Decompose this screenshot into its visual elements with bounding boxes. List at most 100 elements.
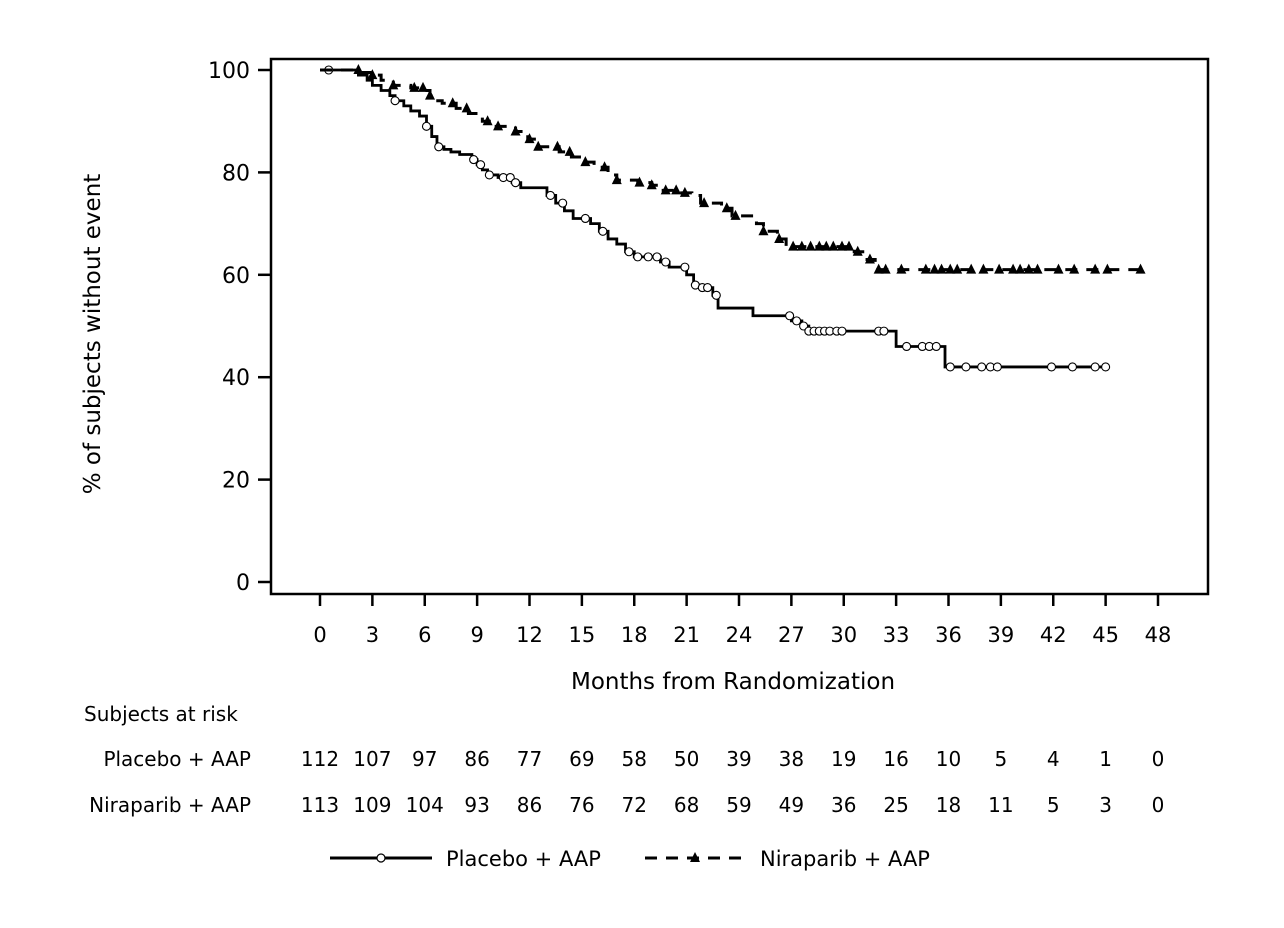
censor-marker-placebo [624,247,634,257]
x-tick-label-24: 24 [726,623,753,647]
x-tick-label-42: 42 [1040,623,1067,647]
plot-frame [269,57,1210,596]
censor-marker-niraparib [1053,263,1064,274]
x-tick-label-6: 6 [418,623,431,647]
y-tick-label-80: 80 [222,161,250,186]
at-risk-niraparib: 18 [936,793,961,817]
censor-marker-niraparib [929,263,940,274]
censor-marker-niraparib [1032,263,1043,274]
censor-marker-niraparib [461,102,472,113]
censor-marker-placebo [580,213,590,224]
risk-row-label-placebo: Placebo + AAP [103,747,251,771]
censor-marker-niraparib [852,245,863,256]
censor-marker-niraparib [564,145,575,156]
at-risk-niraparib: 59 [726,793,751,817]
censor-marker-niraparib [1102,263,1113,274]
censor-marker-niraparib [945,263,956,274]
censor-marker-placebo [961,362,971,372]
censor-marker-niraparib [533,140,544,151]
censor-marker-niraparib [660,184,671,195]
censor-marker-placebo [598,226,608,236]
at-risk-niraparib: 3 [1099,793,1112,817]
legend: Placebo + AAP Niraparib + AAP [330,847,930,871]
censor-marker-placebo [643,252,653,262]
censor-marker-niraparib [873,263,884,274]
censor-marker-placebo [469,155,479,165]
y-axis: 0 20 40 60 80 100 [208,59,271,596]
censor-marker-niraparib [880,263,891,274]
censor-marker-placebo [680,262,690,272]
censor-marker-niraparib [424,89,435,100]
at-risk-placebo: 86 [464,747,489,771]
censor-marker-niraparib [1023,263,1034,274]
at-risk-niraparib: 0 [1152,793,1165,817]
censor-marker-placebo [510,178,521,188]
censor-marker-placebo [661,257,671,267]
censor-marker-niraparib [758,225,769,236]
censor-marker-niraparib [1069,263,1080,274]
at-risk-placebo: 38 [779,747,804,771]
censor-marker-niraparib [1090,263,1101,274]
y-tick-label-20: 20 [222,469,250,494]
censor-marker-niraparib [952,263,963,274]
x-tick-label-3: 3 [366,623,379,647]
x-tick-label-39: 39 [988,623,1015,647]
censor-marker-niraparib [936,263,947,274]
censor-marker-placebo [992,362,1002,372]
y-tick-label-40: 40 [222,366,250,391]
censor-marker-niraparib [418,81,429,92]
censor-marker-placebo [977,362,987,372]
censor-marker-niraparib [611,174,622,185]
censor-marker-placebo [902,341,912,352]
censor-marker-niraparib [864,253,875,264]
x-tick-label-21: 21 [673,623,700,647]
at-risk-niraparib: 5 [1047,793,1060,817]
censor-marker-placebo [931,341,941,352]
at-risk-niraparib: 86 [517,793,542,817]
censor-marker-placebo [792,316,802,326]
censor-marker-niraparib [1135,263,1146,274]
at-risk-niraparib: 49 [779,793,804,817]
censor-marker-placebo [1046,362,1057,372]
at-risk-placebo: 69 [569,747,594,771]
at-risk-placebo: 50 [674,747,699,771]
series-layer [320,64,1146,372]
at-risk-niraparib: 76 [569,793,594,817]
x-axis: 0 3 6 9 12 15 18 21 24 27 30 33 36 39 42 45 48 [313,594,1171,647]
x-tick-label-0: 0 [313,623,326,647]
censor-marker-niraparib [353,64,364,74]
censor-marker-niraparib [920,263,931,274]
censor-marker-placebo [1090,362,1100,372]
censor-marker-niraparib [493,120,504,131]
at-risk-niraparib: 36 [831,793,856,817]
censor-marker-niraparib [1008,263,1019,274]
censor-marker-niraparib [524,133,535,144]
y-tick-label-0: 0 [236,571,250,596]
legend-label-niraparib: Niraparib + AAP [760,847,930,871]
x-tick-label-18: 18 [621,623,648,647]
x-tick-label-45: 45 [1092,623,1119,647]
censor-marker-placebo [1101,362,1111,372]
censor-marker-placebo [484,170,494,180]
censor-marker-niraparib [994,263,1005,274]
at-risk-niraparib: 93 [464,793,489,817]
at-risk-placebo: 0 [1152,747,1165,771]
censor-marker-niraparib [730,209,741,220]
at-risk-placebo: 10 [936,747,961,771]
x-tick-label-15: 15 [569,623,596,647]
at-risk-niraparib: 68 [674,793,699,817]
legend-label-placebo: Placebo + AAP [446,847,601,871]
censor-marker-niraparib [367,69,378,80]
censor-marker-placebo [434,142,444,152]
risk-row-label-niraparib: Niraparib + AAP [89,793,251,817]
censor-marker-niraparib [482,115,493,126]
censor-marker-niraparib [828,240,839,251]
risk-table-header: Subjects at risk [84,702,238,726]
censor-marker-placebo [785,311,795,321]
censor-marker-niraparib [821,240,832,251]
y-axis-label: % of subjects without event [80,174,106,495]
censor-marker-niraparib [599,161,610,172]
at-risk-niraparib: 109 [353,793,391,817]
censor-marker-niraparib [814,240,825,251]
censor-marker-niraparib [699,197,710,208]
